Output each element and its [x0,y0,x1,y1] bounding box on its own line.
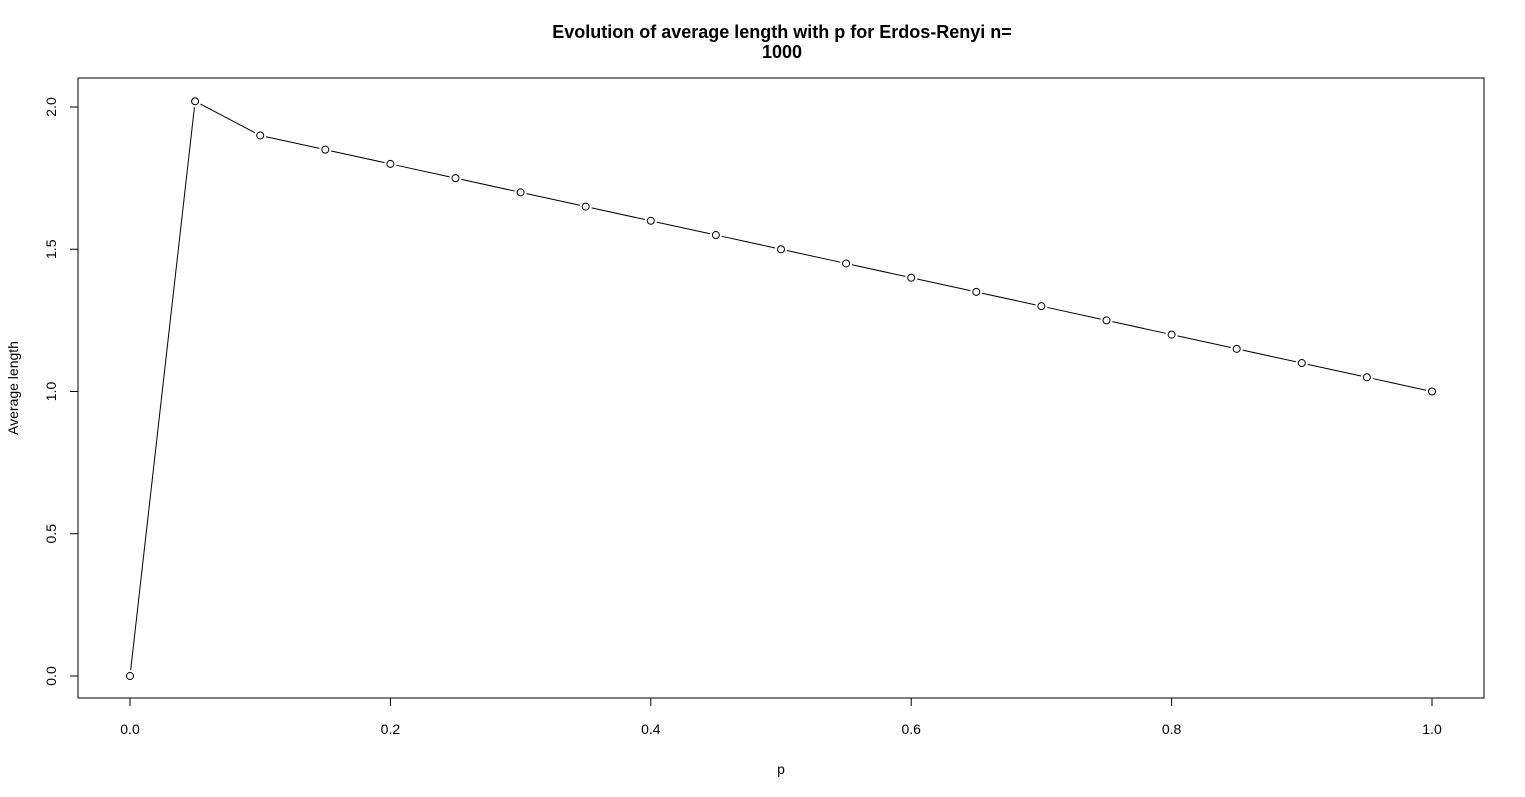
data-point [646,216,655,225]
data-point [256,131,265,140]
x-tick-label: 0.2 [381,721,401,737]
series-line-segment [851,264,906,277]
series-line-segment [331,150,385,164]
data-point [842,259,851,268]
data-point [907,273,916,282]
y-tick-label: 1.0 [43,382,59,402]
data-point [516,188,525,197]
y-tick-label: 1.5 [43,239,59,259]
series-line-segment [656,221,711,235]
data-point [1037,302,1046,311]
series-line-segment [396,164,450,178]
data-point [1428,387,1436,396]
series-line-segment [265,136,320,149]
y-tick-label: 0.0 [43,666,59,686]
data-point [451,174,460,183]
series-line-segment [1242,349,1297,363]
data-point [1102,316,1111,325]
chart-title-line-1: Evolution of average length with p for E… [552,22,1012,42]
y-tick-label: 0.5 [43,524,59,544]
series-line-segment [1372,378,1427,391]
series-line-segment [1177,335,1231,349]
x-axis-label: p [777,761,785,777]
x-tick-label: 0.6 [901,721,921,737]
x-tick-label: 0.4 [641,721,661,737]
data-point [191,97,200,106]
data-point [581,202,590,211]
series-line-segment [916,278,971,292]
series-line-segment [982,292,1036,306]
x-axis: 0.0 0.2 0.4 0.6 0.8 1.0 [120,697,1442,737]
series-line-segment [721,235,776,249]
data-point [711,231,720,240]
data-point [386,159,395,168]
data-point [321,145,330,154]
x-tick-label: 1.0 [1422,721,1442,737]
data-point [126,672,134,680]
data-point [1362,373,1371,382]
y-tick-label: 2.0 [43,97,59,117]
chart-title-line-2: 1000 [762,42,802,62]
series-line-segment [1307,363,1362,377]
data-point [1232,344,1241,353]
x-tick-label: 0.0 [120,721,140,737]
series-line-segment [1112,321,1166,334]
series-line-segment [1047,306,1101,320]
series-layer [126,97,1436,680]
series-line-segment [130,107,195,671]
data-point [1167,330,1176,339]
data-point [972,287,981,296]
series-line-segment [461,178,515,192]
series-line-segment [591,207,646,221]
series-line-segment [200,103,256,134]
data-point [1297,359,1306,368]
series-line-segment [526,193,580,206]
series-line-segment [786,250,841,263]
y-axis-label: Average length [5,341,21,435]
x-tick-label: 0.8 [1162,721,1182,737]
y-axis: 0.0 0.5 1.0 1.5 2.0 [43,97,79,686]
data-point [777,245,785,254]
